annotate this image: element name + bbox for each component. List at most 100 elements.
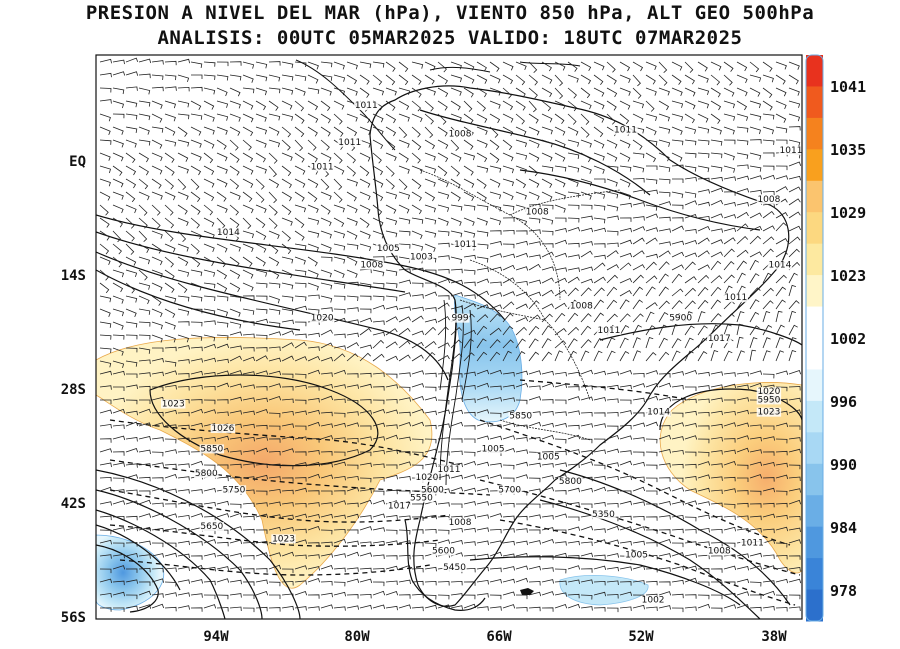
wind-barb <box>476 152 488 163</box>
wind-barb <box>229 321 242 329</box>
wind-barb <box>528 338 539 349</box>
wind-barb <box>658 311 669 323</box>
wind-barb <box>99 217 110 228</box>
wind-barb <box>138 359 151 364</box>
wind-barb <box>788 409 802 414</box>
wind-barb <box>593 502 606 507</box>
wind-barb <box>307 191 318 203</box>
wind-barb <box>658 87 670 96</box>
wind-barb <box>736 61 748 72</box>
wind-barb <box>723 383 737 389</box>
wind-barb <box>281 178 292 189</box>
wind-barb <box>294 477 307 482</box>
wind-barb <box>294 282 307 288</box>
wind-barb <box>333 490 346 495</box>
wind-barb <box>489 540 502 545</box>
wind-barb <box>333 308 346 314</box>
wind-barb <box>567 217 580 223</box>
wind-barb <box>125 57 139 63</box>
wind-barb <box>385 384 398 389</box>
wind-barb <box>645 516 658 521</box>
wind-barb <box>125 86 138 91</box>
wind-barb <box>398 74 409 86</box>
wind-barb <box>567 61 578 72</box>
wind-barb <box>164 473 178 479</box>
wind-barb <box>359 344 373 350</box>
wind-barb <box>541 266 555 271</box>
wind-barb <box>268 243 279 255</box>
wind-barb <box>242 463 255 468</box>
wind-barb <box>697 603 711 609</box>
wind-barb <box>593 100 605 110</box>
wind-barb <box>320 462 333 468</box>
wind-barb <box>593 262 606 271</box>
wind-barb <box>255 61 268 69</box>
wind-barb <box>710 313 722 323</box>
wind-barb <box>775 100 787 110</box>
wind-barb <box>697 165 710 173</box>
wind-barb <box>112 59 125 65</box>
wind-barb <box>567 287 579 297</box>
wind-barb <box>437 87 449 98</box>
wind-barb <box>333 243 346 251</box>
wind-barb <box>476 396 490 401</box>
wind-barb <box>346 281 359 287</box>
wind-barb <box>502 540 515 546</box>
wind-barb <box>593 299 604 310</box>
wind-barb <box>112 347 124 356</box>
wind-barb <box>281 204 292 216</box>
wind-barb <box>463 451 476 457</box>
contour-label-bg <box>756 407 782 417</box>
wind-barb <box>424 396 438 402</box>
wind-barb <box>541 191 553 201</box>
wind-barb <box>528 351 540 362</box>
wind-barb <box>177 386 190 391</box>
wind-barb <box>99 139 112 145</box>
colorbar-segment <box>806 243 823 276</box>
wind-barb <box>151 451 164 457</box>
wind-barb <box>320 100 331 112</box>
wind-barb <box>593 61 605 71</box>
wind-barb <box>541 475 554 480</box>
wind-barb <box>606 539 620 545</box>
wind-barb <box>229 139 239 151</box>
wind-barb <box>645 325 656 336</box>
wind-barb <box>138 490 151 495</box>
wind-barb <box>489 594 502 600</box>
wind-barb <box>242 410 255 416</box>
wind-barb <box>164 438 177 444</box>
wind-barb <box>736 323 744 336</box>
wind-barb <box>528 488 541 494</box>
wind-barb <box>307 386 320 391</box>
wind-barb <box>359 152 371 162</box>
wind-barb <box>398 386 411 392</box>
wind-barb <box>723 237 736 245</box>
wind-barb <box>151 269 163 278</box>
wind-barb <box>99 578 113 584</box>
wind-barb <box>502 447 516 453</box>
wind-barb <box>775 566 788 572</box>
wind-barb <box>216 578 230 583</box>
wind-barb <box>424 191 436 202</box>
wind-barb <box>775 250 788 258</box>
wind-barb <box>645 126 657 136</box>
wind-barb <box>788 74 799 85</box>
wind-barb <box>320 411 333 417</box>
wind-barb <box>346 605 359 610</box>
wind-barb <box>164 552 177 558</box>
wind-barb <box>151 152 163 162</box>
wind-barb <box>619 299 630 310</box>
wind-barb <box>268 230 280 240</box>
wind-barb <box>255 540 268 546</box>
wind-barb <box>229 503 242 509</box>
wind-barb <box>710 528 723 534</box>
wind-barb <box>437 230 450 236</box>
wind-barb <box>268 395 282 401</box>
wind-barb <box>203 217 215 227</box>
wind-barb <box>710 555 723 560</box>
wind-barb <box>385 282 398 288</box>
wind-barb <box>697 451 710 457</box>
wind-barb <box>463 178 475 188</box>
wind-barb <box>788 126 801 131</box>
wind-barb <box>268 412 281 418</box>
